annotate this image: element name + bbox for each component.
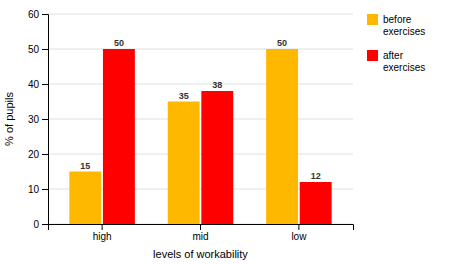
data-label: 35 xyxy=(179,91,189,101)
plot-area: 0 10 20 30 40 50 60 high mid low 15 35 50 50 38 12 xyxy=(28,9,354,242)
y-axis-line xyxy=(42,15,49,225)
grid-line xyxy=(48,84,353,85)
y-tick-label: 0 xyxy=(33,219,39,230)
chart-container: 0 10 20 30 40 50 60 high mid low 15 35 50 50 38 12 level… xyxy=(0,0,453,264)
legend-item: beforeexercises xyxy=(367,14,425,37)
data-label: 12 xyxy=(311,171,321,181)
y-tick-mark xyxy=(42,189,48,190)
y-tick-label: 40 xyxy=(28,79,40,90)
y-tick: 50 xyxy=(28,44,48,55)
y-axis-title: % of pupils xyxy=(3,92,15,146)
data-label: 50 xyxy=(277,38,287,48)
x-tick: high xyxy=(93,224,112,242)
legend-swatch xyxy=(367,14,378,25)
legend-label: afterexercises xyxy=(383,50,425,73)
y-tick: 10 xyxy=(28,184,48,195)
data-label: 15 xyxy=(80,161,90,171)
bar xyxy=(103,49,135,224)
y-tick-label: 60 xyxy=(28,9,40,20)
bar xyxy=(69,172,101,225)
legend: beforeexercises afterexercises xyxy=(367,14,425,73)
x-tick-label: high xyxy=(93,231,112,242)
x-axis-line xyxy=(49,225,354,231)
x-tick-label: low xyxy=(291,231,307,242)
grid-line xyxy=(48,49,353,50)
bar xyxy=(266,49,298,224)
y-tick-mark xyxy=(42,14,48,15)
data-label: 38 xyxy=(212,80,222,90)
y-tick-label: 30 xyxy=(28,114,40,125)
y-tick: 60 xyxy=(28,9,48,20)
legend-label: beforeexercises xyxy=(383,14,425,37)
bar xyxy=(300,182,332,224)
x-tick-mark xyxy=(102,224,103,230)
y-tick-mark xyxy=(42,154,48,155)
legend-item: afterexercises xyxy=(367,50,425,73)
bar xyxy=(168,102,200,225)
y-tick: 20 xyxy=(28,149,48,160)
grid-line xyxy=(48,119,353,120)
data-labels: 15 35 50 50 38 12 xyxy=(80,38,320,181)
y-tick: 30 xyxy=(28,114,48,125)
x-axis: high mid low xyxy=(49,224,354,242)
y-tick-label: 10 xyxy=(28,184,40,195)
x-tick-mark xyxy=(200,224,201,230)
x-tick-label: mid xyxy=(192,231,208,242)
x-tick: mid xyxy=(192,224,208,242)
y-axis: 0 10 20 30 40 50 60 xyxy=(28,9,49,230)
bars xyxy=(69,49,331,224)
y-tick: 0 xyxy=(33,219,48,230)
chart-svg: 0 10 20 30 40 50 60 high mid low 15 35 50 50 38 12 level… xyxy=(0,0,453,264)
y-tick: 40 xyxy=(28,79,48,90)
y-tick-label: 20 xyxy=(28,149,40,160)
y-tick-mark xyxy=(42,224,48,225)
grid-line xyxy=(48,154,353,155)
legend-swatch xyxy=(367,50,378,61)
y-tick-mark xyxy=(42,84,48,85)
x-tick-mark xyxy=(298,224,299,230)
grid xyxy=(48,14,353,224)
y-tick-label: 50 xyxy=(28,44,40,55)
x-tick: low xyxy=(291,224,307,242)
data-label: 50 xyxy=(114,38,124,48)
y-tick-mark xyxy=(42,49,48,50)
grid-line xyxy=(48,14,353,15)
y-tick-mark xyxy=(42,119,48,120)
x-axis-title: levels of workability xyxy=(153,248,248,260)
bar xyxy=(201,91,233,224)
